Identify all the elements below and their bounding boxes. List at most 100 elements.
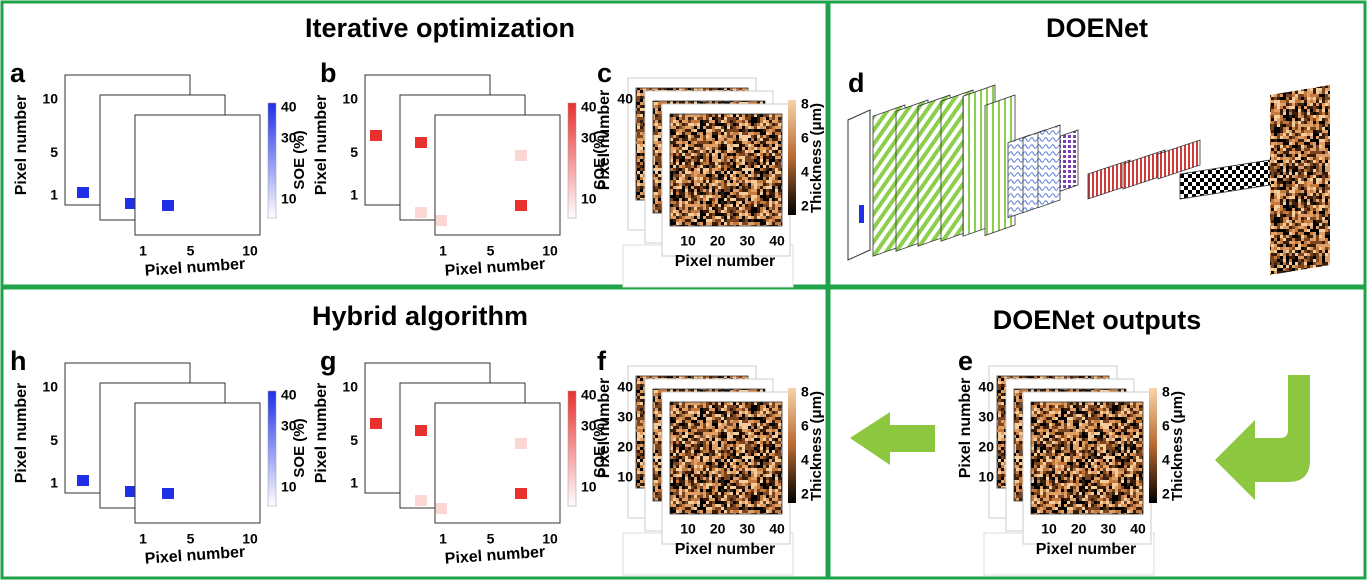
colorbar-tick-label: 10 [281,191,297,207]
pixel [415,425,427,436]
x-tick-label: 10 [680,233,696,249]
y-tick-label: 1 [350,187,358,203]
section-title: DOENet [1046,13,1148,43]
y-tick-label: 1 [50,187,58,203]
x-tick-label: 1 [439,243,447,259]
colorbar [1149,388,1157,503]
section-title: Hybrid algorithm [312,301,528,331]
pixel [415,137,427,148]
x-axis-label: Pixel number [675,253,775,270]
y-tick-label: 5 [50,144,58,160]
x-tick-label: 1 [139,243,147,259]
arrow [850,412,935,465]
y-axis-label: Pixel number [13,383,30,483]
colorbar-label: SOE (%) [591,418,608,477]
x-tick-label: 20 [710,233,726,249]
network-layer [1060,130,1078,191]
x-axis-label: Pixel number [144,256,245,280]
figure: Iterative optimization DOENet Hybrid algor… [0,0,1367,581]
colorbar-tick-label: 40 [281,387,297,403]
pixel [515,488,527,499]
panel-letter: h [10,346,27,376]
colorbar [268,103,276,218]
y-tick-label: 10 [617,469,633,485]
colorbar [268,391,276,506]
y-tick-label: 10 [342,379,358,395]
y-tick-label: 5 [50,432,58,448]
pixel [162,488,174,499]
y-tick-label: 30 [617,409,633,425]
panel: hPixel number10511510Pixel number403010S… [10,346,308,568]
y-axis-label: Pixel number [957,378,974,478]
y-tick-label: 20 [978,439,994,455]
plot-frame [435,115,560,235]
pixel [515,200,527,211]
x-axis-label: Pixel number [444,256,545,280]
plot-frame [135,403,260,523]
colorbar-tick-label: 40 [581,387,597,403]
pixel [415,495,427,506]
x-tick-label: 40 [769,521,785,537]
panel-letter: a [10,58,26,88]
pixel [435,503,447,514]
x-tick-label: 1 [439,531,447,547]
y-axis-label: Pixel number [313,95,330,195]
panel-letter: f [597,346,607,376]
y-tick-label: 10 [978,469,994,485]
panel-letter: e [958,346,973,376]
y-tick-label: 1 [350,475,358,491]
panel: d [848,68,1330,275]
x-tick-label: 10 [542,243,558,259]
colorbar-label: SOE (%) [291,418,308,477]
pixel [370,130,382,141]
pixel [77,475,89,486]
panel-letter: c [597,58,612,88]
y-tick-label: 10 [42,91,58,107]
panel-letter: d [848,68,865,98]
y-tick-label: 1 [50,475,58,491]
colorbar [788,388,796,503]
output-map [1270,85,1330,275]
y-tick-label: 40 [978,379,994,395]
y-tick-label: 5 [350,144,358,160]
input-layer [848,110,870,260]
colorbar [568,391,576,506]
x-tick-label: 30 [740,233,756,249]
colorbar-tick-label: 10 [581,191,597,207]
thickness-map [670,114,782,226]
thickness-map [670,402,782,514]
y-tick-label: 30 [978,409,994,425]
x-tick-label: 30 [740,521,756,537]
network-layer [1038,125,1060,208]
x-tick-label: 10 [242,243,258,259]
plot-frame [135,115,260,235]
x-tick-label: 40 [769,233,785,249]
x-axis-label: Pixel number [144,544,245,568]
colorbar-tick-label: 40 [581,99,597,115]
colorbar-tick-label: 10 [581,479,597,495]
x-tick-label: 10 [242,531,258,547]
x-tick-label: 5 [487,531,495,547]
y-tick-label: 40 [617,91,633,107]
colorbar-label: Thickness (μm) [808,391,825,501]
y-tick-label: 10 [342,91,358,107]
x-tick-label: 10 [1041,521,1057,537]
arrow [1215,375,1310,500]
colorbar [788,100,796,215]
section-title: DOENet outputs [993,305,1202,335]
x-tick-label: 20 [710,521,726,537]
panel: aPixel number10511510Pixel number403010S… [10,58,308,280]
y-axis-label: Pixel number [596,90,613,190]
y-tick-label: 40 [617,379,633,395]
y-axis-label: Pixel number [13,95,30,195]
section-title: Iterative optimization [305,13,575,43]
colorbar-label: SOE (%) [291,130,308,189]
pixel [515,438,527,449]
colorbar-label: Thickness (μm) [1169,391,1186,501]
colorbar-tick-label: 40 [281,99,297,115]
y-tick-label: 5 [350,432,358,448]
